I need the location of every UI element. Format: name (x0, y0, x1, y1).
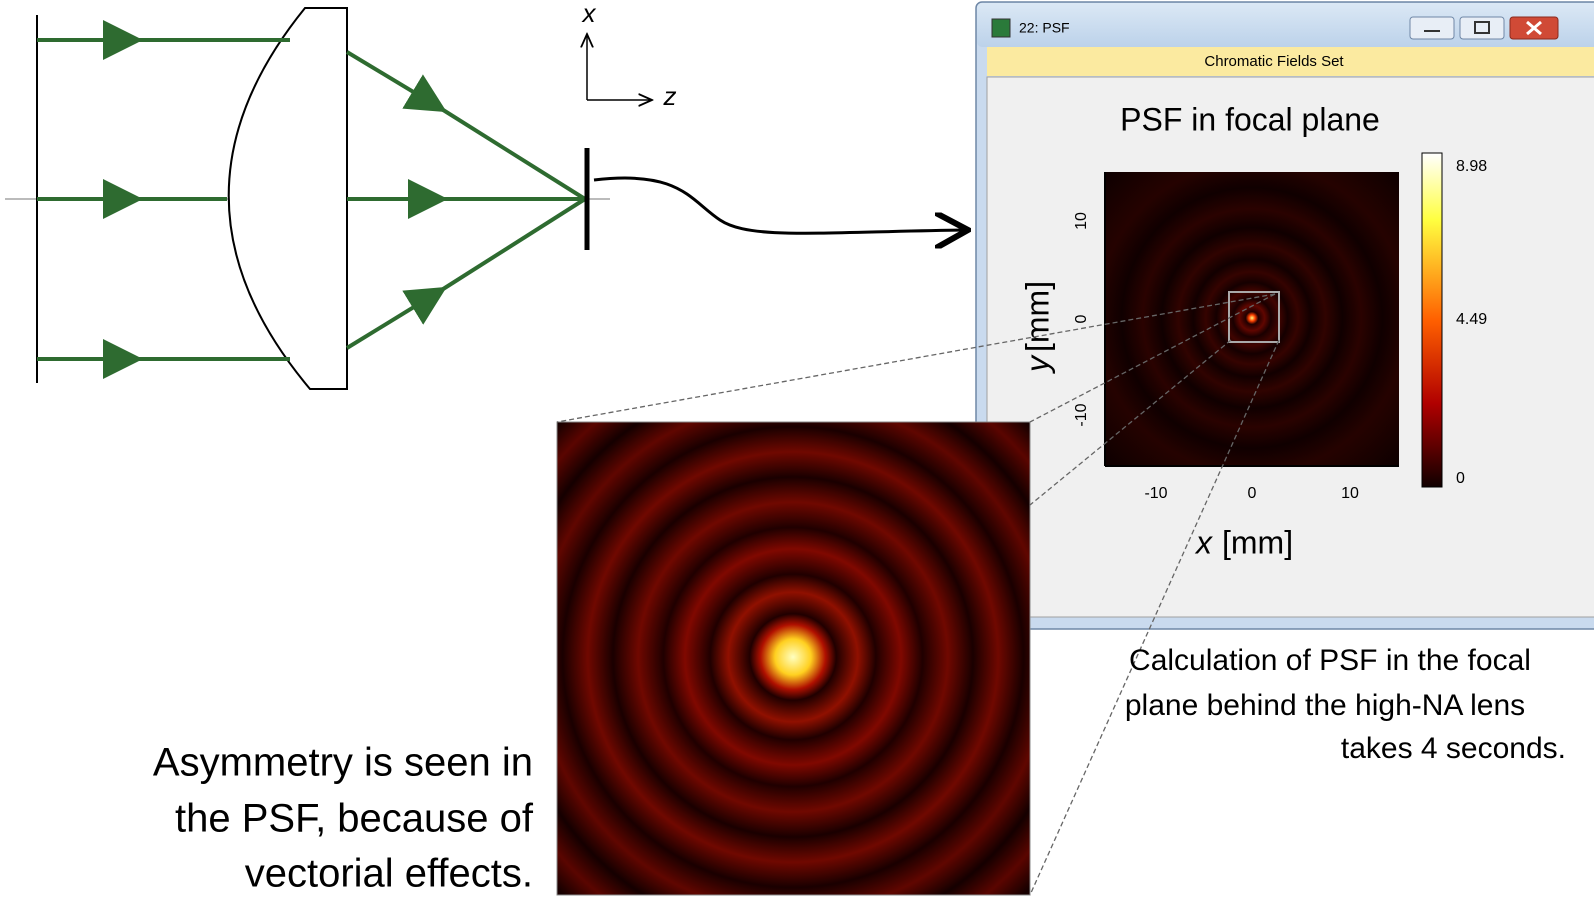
x-tick-label: 0 (1248, 485, 1257, 502)
psf-window: 22: PSF Chromatic Fields Set PSF in foca… (975, 1, 1594, 630)
window-controls (1409, 16, 1559, 40)
y-tick-label: 10 (1073, 212, 1090, 230)
x-label-var: x (1194, 524, 1213, 560)
note-line: vectorial effects. (245, 852, 533, 896)
y-tick-label: 0 (1073, 314, 1090, 323)
psf-zoom (556, 421, 1031, 896)
colorbar-label: 4.49 (1456, 311, 1487, 328)
caption-line: plane behind the high-NA lens (1125, 689, 1525, 722)
colorbar-label: 0 (1456, 470, 1465, 487)
toolbar-label: Chromatic Fields Set (1204, 53, 1344, 70)
rays (37, 20, 587, 379)
x-tick-label: 10 (1341, 485, 1359, 502)
colorbar-label: 8.98 (1456, 158, 1487, 175)
y-tick-label: -10 (1073, 403, 1090, 426)
z-axis-name: z (663, 81, 677, 111)
link-arrow (593, 176, 965, 233)
caption-line: Calculation of PSF in the focal (1129, 644, 1531, 677)
caption-line: takes 4 seconds. (1341, 732, 1566, 765)
x-tick-label: -10 (1144, 485, 1167, 502)
zoom-box (1228, 291, 1280, 343)
window-icon (991, 18, 1011, 38)
x-label-unit: [mm] (1222, 524, 1293, 560)
optics-diagram: x z (5, 0, 965, 390)
plot-title: PSF in focal plane (1120, 101, 1380, 137)
note-line: Asymmetry is seen in (153, 741, 533, 785)
y-label-unit: [mm] (1019, 281, 1055, 352)
lens (227, 7, 348, 390)
toolbar-strip (987, 47, 1594, 76)
note-line: the PSF, because of (175, 797, 534, 841)
window-title: 22: PSF (1019, 20, 1070, 36)
zoom-lines (556, 293, 1280, 896)
colorbar (1421, 152, 1443, 488)
psf-plot (1105, 172, 1399, 466)
maximize-button[interactable] (1459, 16, 1505, 40)
minimize-button[interactable] (1409, 16, 1455, 40)
y-label-var: y (1019, 354, 1055, 374)
x-axis-name: x (581, 0, 597, 28)
